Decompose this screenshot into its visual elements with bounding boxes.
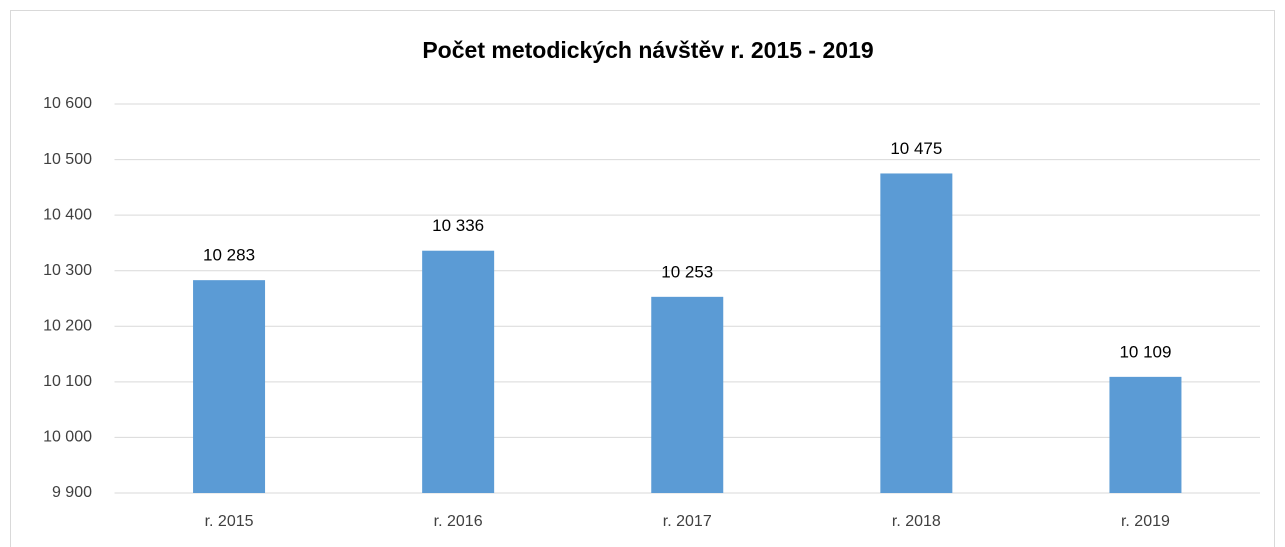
bar (1109, 376, 1182, 493)
bar (422, 250, 495, 493)
y-tick-label: 10 300 (43, 262, 92, 279)
data-label: 10 253 (661, 262, 713, 281)
y-tick-label: 10 600 (43, 95, 92, 112)
data-label: 10 283 (203, 246, 255, 265)
y-tick-label: 10 400 (43, 206, 92, 223)
chart-title: Počet metodických návštěv r. 2015 - 2019 (422, 37, 873, 63)
y-tick-label: 9 900 (52, 484, 92, 501)
bar (193, 280, 266, 493)
data-label: 10 109 (1119, 342, 1171, 361)
bar (880, 173, 953, 493)
x-tick-label: r. 2017 (663, 513, 712, 530)
y-tick-label: 10 000 (43, 429, 92, 446)
data-label: 10 475 (890, 139, 942, 158)
y-tick-label: 10 200 (43, 318, 92, 335)
bar (651, 296, 724, 493)
x-tick-label: r. 2018 (892, 513, 941, 530)
y-tick-label: 10 100 (43, 373, 92, 390)
x-tick-label: r. 2015 (205, 513, 254, 530)
data-label: 10 336 (432, 216, 484, 235)
x-tick-label: r. 2016 (434, 513, 483, 530)
y-tick-label: 10 500 (43, 151, 92, 168)
x-tick-label: r. 2019 (1121, 513, 1170, 530)
